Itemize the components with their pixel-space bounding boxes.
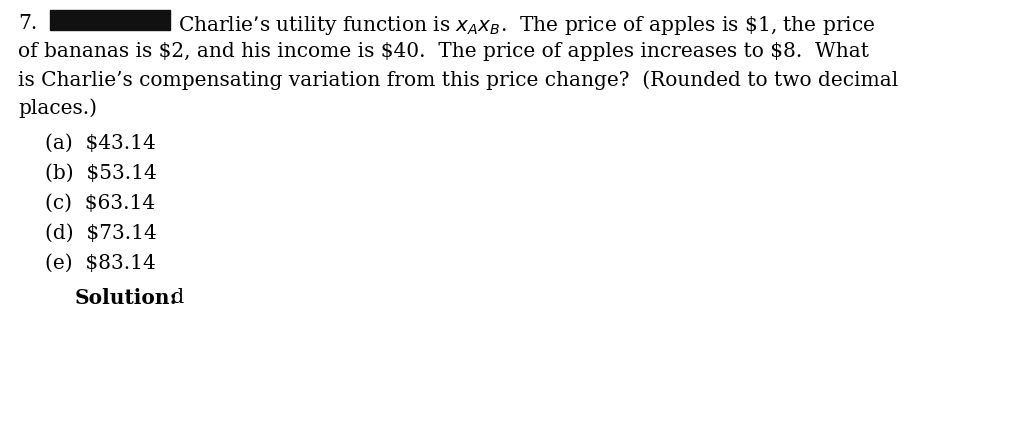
Text: of bananas is $2, and his income is $40.  The price of apples increases to $8.  : of bananas is $2, and his income is $40.… [18, 42, 869, 61]
Text: (d)  $73.14: (d) $73.14 [45, 224, 157, 243]
Text: 7.: 7. [18, 14, 37, 33]
Text: (a)  $43.14: (a) $43.14 [45, 134, 156, 153]
Text: is Charlie’s compensating variation from this price change?  (Rounded to two dec: is Charlie’s compensating variation from… [18, 70, 898, 89]
Text: Solution:: Solution: [75, 288, 178, 308]
Text: (e)  $83.14: (e) $83.14 [45, 254, 156, 273]
Text: (c)  $63.14: (c) $63.14 [45, 194, 155, 213]
Text: (b)  $53.14: (b) $53.14 [45, 164, 157, 183]
Text: Charlie’s utility function is $x_Ax_B$.  The price of apples is \$1, the price: Charlie’s utility function is $x_Ax_B$. … [178, 14, 875, 37]
Text: places.): places.) [18, 98, 97, 117]
Text: d: d [165, 288, 184, 307]
Bar [50, 10, 170, 30]
